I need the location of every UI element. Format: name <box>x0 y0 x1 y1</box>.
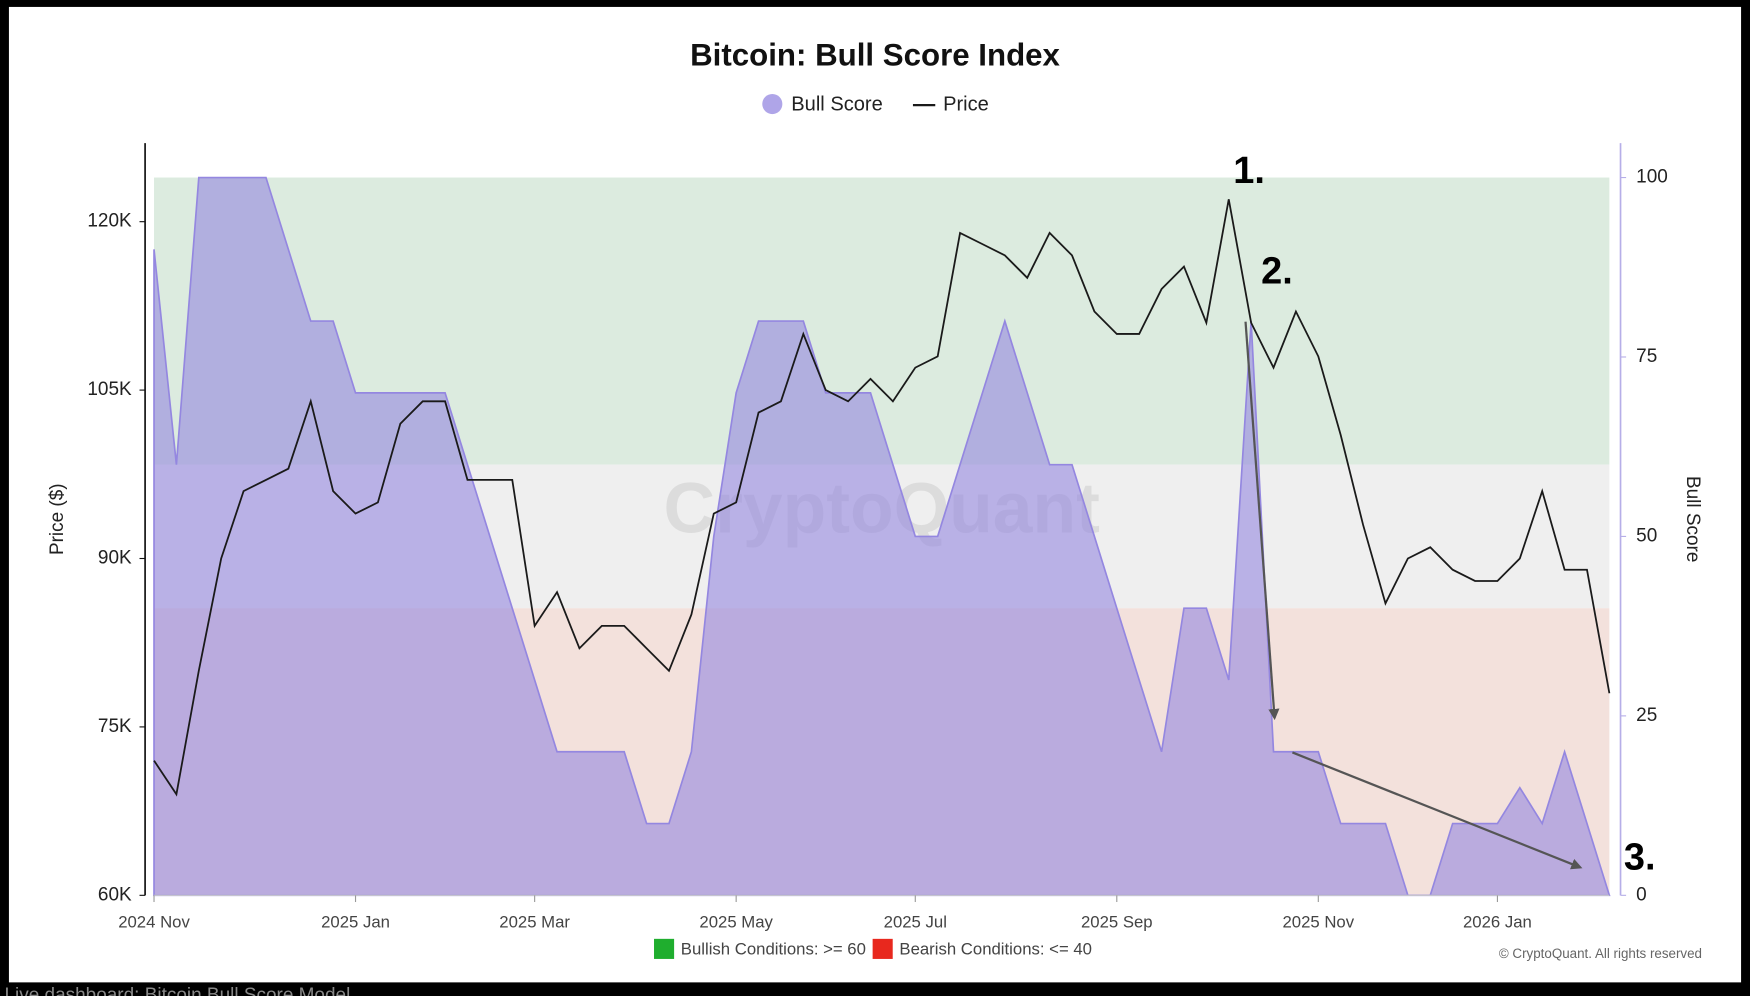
zone-label: Bearish Conditions: <= 40 <box>899 939 1092 958</box>
y2-tick-label: 0 <box>1636 884 1647 905</box>
x-tick-label: 2025 Jul <box>884 913 947 932</box>
y2-axis-label: Bull Score <box>1682 476 1703 562</box>
arrow <box>1244 321 1280 721</box>
y2-tick-label: 50 <box>1636 525 1657 546</box>
y2-tick-label: 100 <box>1636 167 1668 188</box>
legend-swatch <box>762 93 783 115</box>
annotation: 1. <box>1233 150 1265 192</box>
x-tick-label: 2025 Nov <box>1282 913 1354 932</box>
y-tick-label: 90K <box>98 548 132 569</box>
y-tick-label: 75K <box>98 716 132 737</box>
y-axis-label: Price ($) <box>47 483 68 555</box>
zone-label: Bullish Conditions: >= 60 <box>681 939 866 958</box>
y2-tick-label: 75 <box>1636 346 1657 367</box>
y-tick-label: 105K <box>87 379 132 400</box>
y-tick-label: 120K <box>87 211 132 232</box>
y-tick-label: 60K <box>98 884 132 905</box>
x-tick-label: 2024 Nov <box>118 913 190 932</box>
chart-title: Bitcoin: Bull Score Index <box>690 37 1060 72</box>
annotation: 2. <box>1261 251 1293 293</box>
copyright: © CryptoQuant. All rights reserved <box>1499 946 1702 961</box>
x-tick-label: 2025 May <box>699 913 773 932</box>
legend-label: Price <box>943 93 989 115</box>
footer: Live dashboard: Bitcoin Bull Score Model <box>4 985 350 996</box>
y2-tick-label: 25 <box>1636 705 1657 726</box>
zone-key <box>872 938 893 959</box>
zone-key <box>654 938 675 959</box>
legend-label: Bull Score <box>791 93 883 115</box>
x-tick-label: 2025 Sep <box>1081 913 1153 932</box>
bull-score-area <box>153 176 1611 897</box>
annotation: 3. <box>1624 837 1656 879</box>
x-tick-label: 2026 Jan <box>1463 913 1532 932</box>
price-line <box>153 199 1611 797</box>
x-tick-label: 2025 Mar <box>499 913 570 932</box>
arrow <box>1291 751 1583 870</box>
x-tick-label: 2025 Jan <box>321 913 390 932</box>
